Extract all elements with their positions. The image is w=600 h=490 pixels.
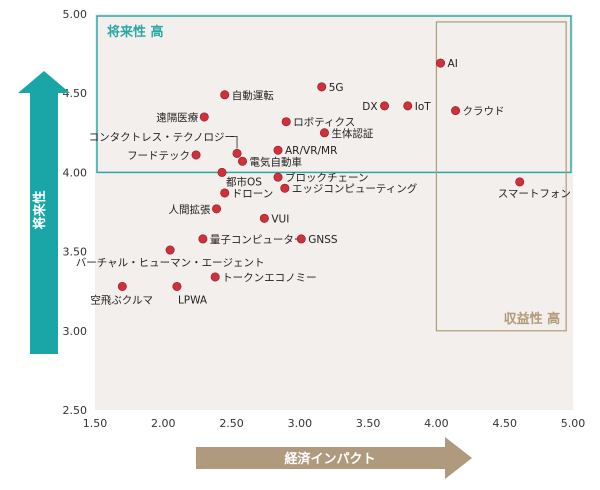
region-label: 収益性 高: [504, 311, 561, 327]
data-point: [451, 106, 461, 116]
point-label: バーチャル・ヒューマン・エージェント: [76, 257, 265, 269]
point-label: トークンエコノミー: [222, 272, 317, 284]
x-axis-arrow: 経済インパクト: [196, 437, 472, 479]
point-label: ドローン: [232, 188, 273, 200]
data-point: [515, 177, 525, 187]
leader-line: [231, 135, 238, 149]
point-label: LPWA: [178, 294, 208, 306]
data-point: [165, 245, 175, 255]
data-point: [220, 188, 230, 198]
point-label: 空飛ぶクルマ: [90, 293, 153, 306]
y-tick-label: 5.00: [63, 8, 88, 21]
point-label: VUI: [271, 213, 289, 225]
data-point: [117, 281, 127, 291]
point-label: 自動運転: [232, 89, 274, 102]
x-tick-label: 1.50: [83, 417, 108, 430]
data-point: [259, 213, 269, 223]
data-point: [296, 234, 306, 244]
y-tick-label: 4.50: [63, 87, 88, 100]
data-point: [191, 150, 201, 160]
data-point: [217, 167, 227, 177]
y-tick-label: 3.50: [63, 246, 88, 259]
point-label: エッジコンピューティング: [292, 182, 418, 195]
data-point: [403, 101, 413, 111]
data-point: [212, 204, 222, 214]
point-label: 都市OS: [226, 175, 262, 188]
x-tick-label: 2.00: [151, 417, 176, 430]
point-label: GNSS: [308, 234, 338, 246]
point-label: フードテック: [127, 150, 190, 162]
point-label: 人間拡張: [169, 203, 211, 216]
point-label: ブロックチェーン: [285, 171, 368, 184]
y-tick-label: 4.00: [63, 166, 88, 179]
x-tick-label: 5.00: [561, 417, 586, 430]
y-axis-arrow: 将来性: [18, 71, 70, 354]
point-label: クラウド: [463, 106, 505, 118]
data-point: [210, 272, 220, 282]
data-point: [317, 82, 327, 92]
data-point: [319, 128, 329, 138]
point-label: AR/VR/MR: [285, 145, 337, 157]
point-label: DX: [362, 101, 377, 113]
data-point: [237, 156, 247, 166]
point-label: IoT: [415, 101, 432, 113]
data-point: [436, 58, 446, 68]
x-tick-label: 3.50: [356, 417, 381, 430]
point-label: 5G: [329, 82, 344, 94]
region-box: [435, 21, 567, 332]
x-axis-label: 経済インパクト: [284, 451, 375, 467]
data-point: [232, 148, 242, 158]
plot-area: [95, 14, 573, 410]
data-point: [220, 90, 230, 100]
point-label: ロボティクス: [293, 117, 355, 129]
point-label: スマートフォン: [498, 188, 571, 200]
data-point: [273, 172, 283, 182]
point-label: 量子コンピューター: [210, 234, 304, 246]
region-label: 将来性 高: [107, 24, 164, 40]
point-label: 生体認証: [331, 127, 373, 140]
x-tick-label: 4.00: [424, 417, 449, 430]
data-point: [281, 117, 291, 127]
data-point: [198, 234, 208, 244]
region-box: [96, 15, 572, 174]
data-point: [280, 183, 290, 193]
x-tick-label: 2.50: [219, 417, 244, 430]
y-tick-label: 3.00: [63, 325, 88, 338]
data-point: [273, 145, 283, 155]
data-point: [172, 281, 182, 291]
data-point: [380, 101, 390, 111]
data-point: [199, 112, 209, 122]
x-tick-label: 4.50: [492, 417, 517, 430]
point-label: コンタクトレス・テクノロジー: [89, 131, 235, 143]
y-tick-label: 2.50: [63, 404, 88, 417]
y-axis-label: 将来性: [32, 190, 48, 229]
x-tick-label: 3.00: [288, 417, 313, 430]
point-label: 遠隔医療: [156, 111, 198, 124]
point-label: 電気自動車: [249, 155, 301, 168]
point-label: AI: [448, 58, 458, 70]
